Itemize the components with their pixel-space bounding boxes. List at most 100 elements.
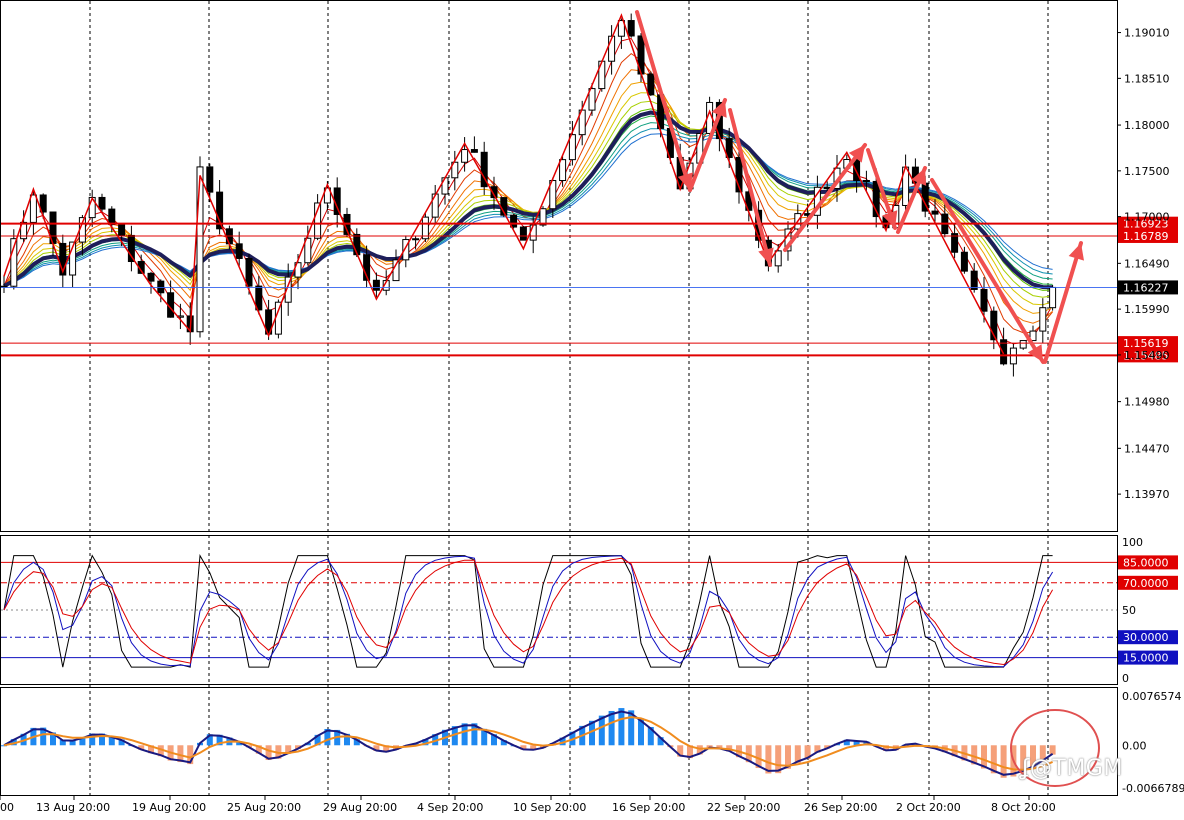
macd-histogram-bar xyxy=(1020,745,1027,774)
macd-histogram-bar xyxy=(314,734,321,746)
trend-arrow-head xyxy=(711,100,727,118)
macd-histogram-bar xyxy=(618,708,625,746)
macd-histogram-bar xyxy=(520,745,527,750)
macd-histogram-bar xyxy=(216,734,223,746)
trend-arrow-shaft xyxy=(783,143,867,252)
price-series xyxy=(0,13,1057,377)
macd-histogram-bar xyxy=(647,726,654,746)
candle-body xyxy=(510,214,518,228)
candle-body xyxy=(872,180,880,218)
trend-arrow-head xyxy=(911,168,927,186)
candle-body xyxy=(372,279,380,291)
current-price-tag xyxy=(1118,280,1178,295)
candle-body xyxy=(519,226,527,241)
level-tag xyxy=(1118,228,1178,243)
price-axis-label: 1.14980 xyxy=(1124,396,1170,409)
candle-body xyxy=(451,161,459,179)
candle-body xyxy=(1000,339,1008,365)
candle-body xyxy=(990,310,998,341)
macd-histogram-bar xyxy=(500,740,507,746)
candle-body xyxy=(29,194,37,223)
macd-histogram-bar xyxy=(589,720,595,746)
macd-histogram-bar xyxy=(608,710,615,746)
stoch-axis-label: 0 xyxy=(1122,672,1129,685)
trend-arrow xyxy=(783,143,867,252)
level-label: 1.16789 xyxy=(1123,230,1169,243)
price-axis-label: 1.14470 xyxy=(1124,442,1170,455)
macd-histogram-bar xyxy=(255,745,262,754)
stoch-axis-label: 50 xyxy=(1122,604,1136,617)
trend-arrow-head xyxy=(758,247,774,265)
level-label: 1.15619 xyxy=(1123,337,1169,350)
candle-body xyxy=(970,270,978,290)
macd-histogram-bar xyxy=(716,745,723,749)
candle-body xyxy=(20,221,28,240)
macd-histogram-bar xyxy=(89,733,96,746)
macd-histogram-bar xyxy=(981,745,987,769)
candle-body xyxy=(196,166,204,333)
time-axis-label: 29 Aug 20:00 xyxy=(323,801,397,814)
candle-body xyxy=(647,73,655,96)
macd-histogram-bar xyxy=(794,745,801,764)
candle-body xyxy=(862,179,870,182)
candle-body xyxy=(627,20,635,37)
candle-body xyxy=(284,276,292,303)
macd-histogram-bar xyxy=(1000,745,1007,778)
candle-body xyxy=(206,166,214,193)
candle-body xyxy=(314,202,322,239)
candle-body xyxy=(59,242,67,276)
macd-line xyxy=(3,710,1054,776)
candle-body xyxy=(108,208,116,226)
trend-arrow xyxy=(1043,241,1084,364)
macd-histogram-bar xyxy=(471,723,478,746)
highlight-circle xyxy=(1010,709,1100,787)
macd-histogram-bar xyxy=(804,745,811,760)
macd-histogram-bar xyxy=(814,745,821,753)
watermark-text: @TMGM xyxy=(1029,756,1123,781)
macd-histogram-bar xyxy=(236,741,243,746)
macd-histogram-bar xyxy=(157,745,164,757)
candle-body xyxy=(69,241,77,276)
candle-body xyxy=(323,187,331,204)
trend-arrow-shaft xyxy=(635,10,692,192)
current-price-label: 1.16227 xyxy=(1123,281,1169,294)
trend-arrow-shaft xyxy=(688,98,727,192)
candle-body xyxy=(735,156,743,193)
stoch-d-line xyxy=(3,555,1054,668)
macd-histogram-bar xyxy=(79,737,86,746)
watermark-icon: ʆ xyxy=(1022,756,1030,781)
stoch-signal-line xyxy=(3,557,1054,666)
candle-body xyxy=(853,159,861,181)
candle-body xyxy=(98,196,106,210)
time-axis-label: 4 Sep 20:00 xyxy=(417,801,483,814)
zigzag-line xyxy=(3,13,1005,355)
time-axis-label: 00 xyxy=(0,801,14,814)
candle-body xyxy=(235,243,243,259)
macd-histogram-bar xyxy=(138,745,145,750)
trend-arrow xyxy=(896,166,927,234)
macd-histogram-bar xyxy=(990,745,997,774)
macd-histogram-bar xyxy=(971,745,978,765)
macd-histogram-bar xyxy=(706,745,713,748)
macd-histogram-bar xyxy=(187,745,194,765)
watermark-logo: ʆ@TMGM xyxy=(1022,756,1123,781)
macd-histogram-bar xyxy=(265,745,272,761)
macd-histogram-bar xyxy=(628,710,635,746)
macd-histogram-bar xyxy=(461,723,468,746)
macd-histogram-bar xyxy=(540,745,546,749)
macd-histogram-bar xyxy=(755,745,762,769)
macd-histogram-bar xyxy=(422,739,429,746)
macd-histogram-bar xyxy=(638,718,644,746)
stoch-level-label: 15.0000 xyxy=(1123,652,1169,665)
macd-series xyxy=(1,708,1056,778)
level-tag xyxy=(1118,216,1178,231)
candle-body xyxy=(461,149,469,163)
trend-arrow-head xyxy=(882,210,898,228)
price-axis-label: 1.15990 xyxy=(1124,303,1170,316)
price-axis-label: 1.18510 xyxy=(1124,72,1170,85)
stoch-level-label: 30.0000 xyxy=(1123,631,1169,644)
candle-body xyxy=(608,35,616,62)
candle-body xyxy=(147,272,155,282)
candle-body xyxy=(1049,286,1057,309)
macd-histogram-bar xyxy=(177,745,184,763)
